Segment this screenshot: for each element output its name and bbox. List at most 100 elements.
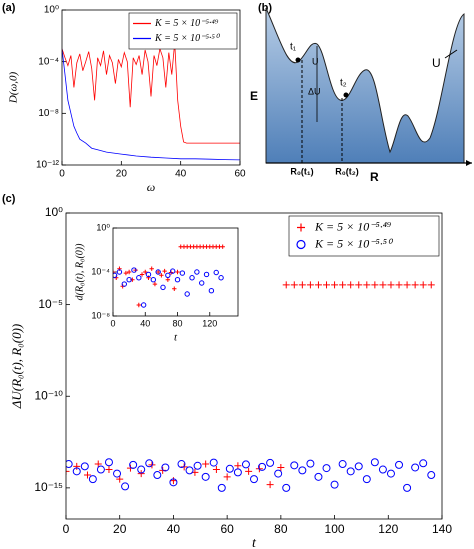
plot-area	[113, 244, 225, 308]
energy-landscape	[265, 7, 465, 164]
point	[208, 287, 215, 294]
point	[137, 465, 146, 474]
point	[234, 462, 242, 470]
point	[73, 462, 81, 470]
point	[123, 270, 129, 276]
y-tick-label: 10⁻⁸	[38, 108, 59, 119]
point	[233, 468, 242, 477]
point	[201, 472, 210, 481]
legend-label: K = 5 × 10⁻⁵·⁴⁹	[314, 219, 391, 233]
y-tick-label: 10⁻¹⁰	[35, 388, 64, 402]
point	[175, 269, 180, 275]
x-tick-label: 20	[116, 169, 128, 180]
point	[66, 467, 70, 475]
y-tick-label: 10⁻¹⁵	[34, 480, 63, 494]
point	[209, 458, 218, 467]
chart: (c) 10⁰ 10⁻⁵ 10⁻¹⁰ 10⁻¹⁵ 0 20 40 60 80 100 120 140 ΔU…	[2, 193, 452, 549]
point	[245, 467, 253, 475]
point	[217, 483, 226, 492]
t2-label: t₂	[340, 78, 347, 89]
point	[274, 469, 283, 478]
x-tick-label: 0	[59, 169, 65, 180]
chart: (a) 10⁰ 10⁻⁴ 10⁻⁸ 10⁻¹²0 20 40 60 D(ω,0) ω K = 5 ×…	[2, 2, 246, 194]
legend-swatch	[297, 223, 305, 232]
point	[419, 459, 428, 468]
point-t2	[343, 92, 349, 98]
point	[148, 461, 156, 469]
point	[145, 459, 154, 468]
axes-frame	[112, 227, 239, 317]
point	[169, 477, 177, 485]
point	[136, 275, 142, 281]
point	[282, 281, 290, 289]
point	[172, 286, 177, 291]
point	[104, 458, 113, 467]
point	[298, 281, 306, 289]
y-axis-label: D(ω,0)	[8, 72, 20, 105]
point	[213, 269, 219, 276]
point	[179, 270, 186, 276]
point	[131, 267, 137, 273]
point	[113, 272, 118, 279]
series-line	[62, 42, 240, 144]
point	[403, 281, 411, 289]
y-tick-label: 10⁻⁵	[38, 297, 63, 311]
point	[346, 467, 355, 476]
panel-label: (b)	[258, 2, 272, 14]
point	[338, 460, 347, 469]
point	[290, 461, 299, 470]
point	[411, 463, 420, 472]
y-tick-label: 10⁰	[96, 222, 110, 232]
legend-label: K = 5 × 10⁻⁵·⁵⁰	[314, 236, 394, 250]
point	[136, 302, 142, 308]
point	[165, 277, 171, 282]
point	[355, 281, 363, 289]
point	[395, 281, 403, 289]
x-tick-label: 60	[220, 522, 234, 536]
point	[314, 281, 322, 289]
point	[184, 291, 190, 297]
x-tick-label: 40	[167, 522, 181, 536]
point	[419, 281, 427, 289]
point	[113, 469, 122, 478]
point	[427, 471, 436, 480]
point	[177, 460, 186, 469]
point	[185, 466, 194, 475]
point	[199, 280, 205, 286]
y-tick-label: 10⁻⁴	[91, 266, 110, 276]
position-2: R₀(t₂)	[335, 166, 359, 176]
point	[202, 460, 210, 468]
point	[126, 269, 132, 275]
point	[298, 466, 307, 475]
point	[258, 462, 267, 471]
x-tick-label: 80	[274, 522, 288, 536]
x-tick-label: 40	[140, 318, 150, 328]
point	[143, 269, 148, 275]
legend-label: K = 5 × 10⁻⁵·⁵⁰	[154, 33, 221, 44]
point	[266, 481, 274, 489]
point	[362, 475, 371, 484]
point	[241, 460, 250, 469]
point	[223, 473, 231, 481]
y-tick-label: 10⁻¹²	[36, 160, 60, 171]
point	[116, 269, 123, 275]
y-axis-label: ΔU(R₀(t), R₀(0))	[9, 324, 24, 410]
x-axis-label: t	[174, 332, 178, 344]
point	[331, 281, 339, 289]
x-tick-label: 0	[63, 522, 70, 536]
legend: K = 5 × 10⁻⁵·⁴⁹ K = 5 × 10⁻⁵·⁵⁰	[288, 215, 440, 257]
arrow-head	[466, 160, 472, 166]
point	[323, 281, 331, 289]
point	[322, 464, 331, 473]
point	[225, 464, 234, 473]
point	[72, 467, 81, 476]
point	[194, 269, 200, 275]
point	[212, 466, 220, 474]
point	[126, 276, 132, 283]
point	[203, 271, 210, 278]
curve-pointer	[444, 49, 458, 59]
point	[266, 458, 275, 467]
axes-frame	[61, 9, 241, 166]
